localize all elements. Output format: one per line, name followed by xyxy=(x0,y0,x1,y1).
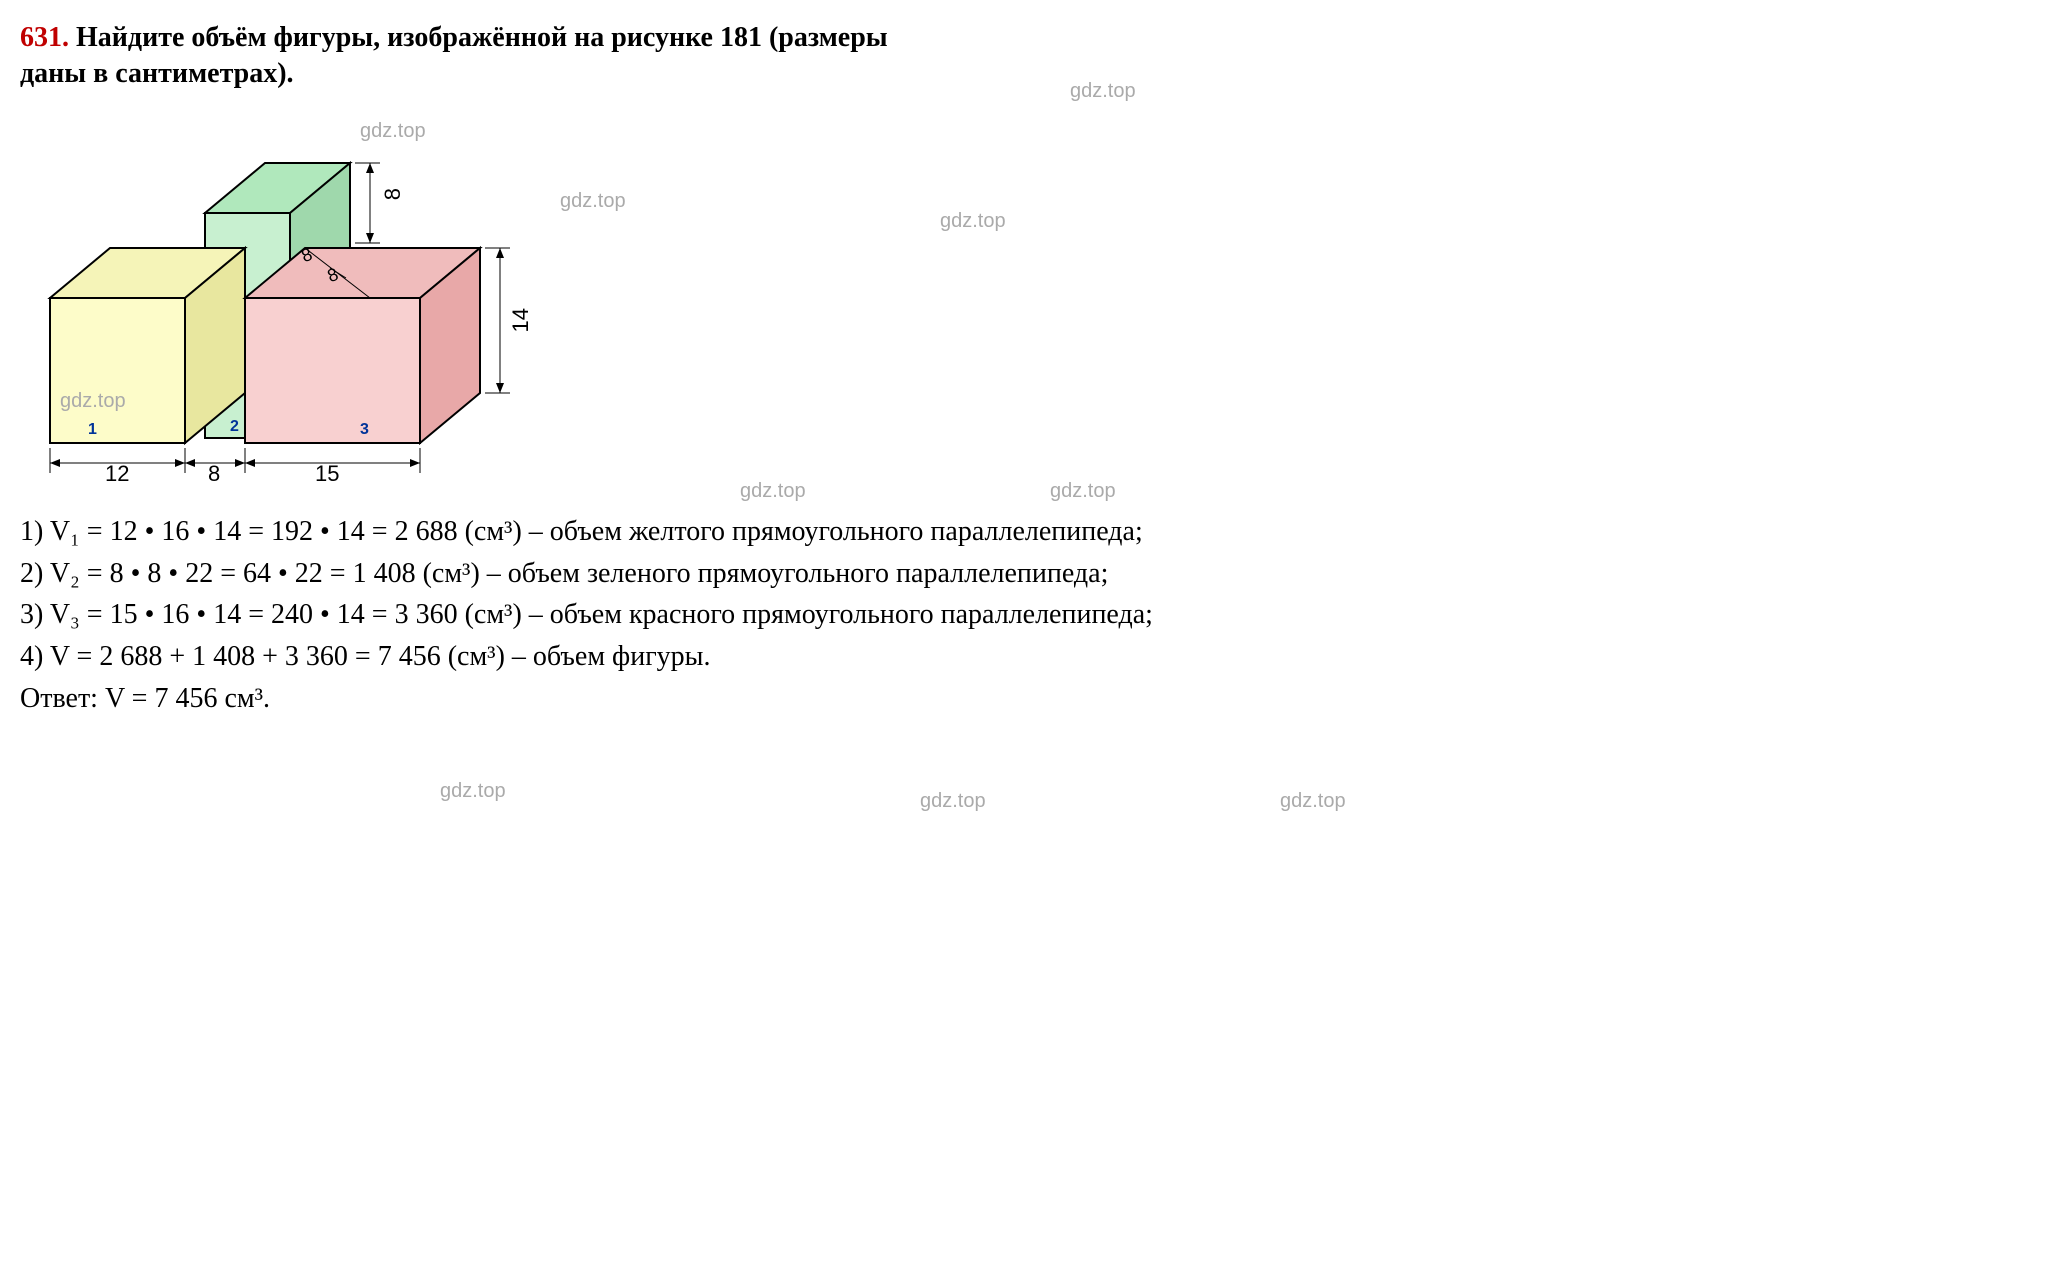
dim-arrow xyxy=(185,459,195,467)
watermark: gdz.top xyxy=(920,790,986,813)
box-label-2: 2 xyxy=(230,418,239,436)
watermark: gdz.top xyxy=(560,190,626,213)
solution-step-4: 4) V = 2 688 + 1 408 + 3 360 = 7 456 (см… xyxy=(20,638,2030,676)
dim-8: 8 xyxy=(208,461,220,487)
page-content: 631. Найдите объём фигуры, изображённой … xyxy=(20,20,2030,718)
watermark: gdz.top xyxy=(740,480,806,503)
problem-title: 631. Найдите объём фигуры, изображённой … xyxy=(20,20,2030,93)
watermark: gdz.top xyxy=(1050,480,1116,503)
dim-arrow xyxy=(245,459,255,467)
watermark: gdz.top xyxy=(940,210,1006,233)
dim-arrow xyxy=(410,459,420,467)
dim-12: 12 xyxy=(105,461,129,487)
dim-arrow xyxy=(175,459,185,467)
problem-number: 631. xyxy=(20,22,69,53)
problem-text-2: даны в сантиметрах). xyxy=(20,58,294,89)
dim-top8: 8 xyxy=(380,188,406,200)
dim-arrow xyxy=(50,459,60,467)
figure-svg xyxy=(30,113,550,493)
dim-arrow xyxy=(496,383,504,393)
solution-step-2: 2) V₂ = 8 • 8 • 22 = 64 • 22 = 1 408 (см… xyxy=(20,555,2030,593)
yellow-front xyxy=(50,298,185,443)
dim-14: 14 xyxy=(508,308,534,332)
figure: 12 8 15 14 8 8 8 1 2 3 xyxy=(30,113,550,493)
dim-15: 15 xyxy=(315,461,339,487)
dim-arrow xyxy=(496,248,504,258)
dim-arrow xyxy=(366,163,374,173)
watermark: gdz.top xyxy=(1280,790,1346,813)
answer: Ответ: V = 7 456 см³. xyxy=(20,680,2030,718)
dim-arrow xyxy=(366,233,374,243)
problem-text-1: Найдите объём фигуры, изображённой на ри… xyxy=(76,22,888,53)
box-label-3: 3 xyxy=(360,421,369,439)
solution-step-1: 1) V₁ = 12 • 16 • 14 = 192 • 14 = 2 688 … xyxy=(20,513,2030,551)
box-label-1: 1 xyxy=(88,421,97,439)
red-front xyxy=(245,298,420,443)
dim-arrow xyxy=(235,459,245,467)
solution-step-3: 3) V₃ = 15 • 16 • 14 = 240 • 14 = 3 360 … xyxy=(20,596,2030,634)
watermark: gdz.top xyxy=(440,780,506,803)
